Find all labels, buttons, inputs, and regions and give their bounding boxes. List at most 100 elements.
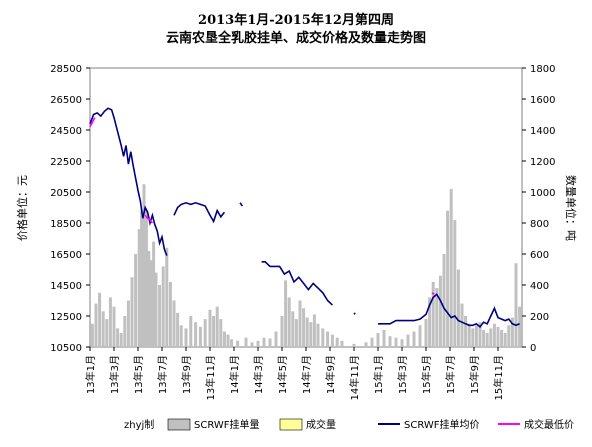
volume-bar: [108, 297, 112, 347]
volume-bar: [244, 337, 248, 347]
volume-bar: [370, 337, 374, 347]
volume-bar: [222, 331, 226, 347]
volume-bar: [326, 331, 330, 347]
legend-label: 成交最低价: [524, 418, 574, 431]
x-tick-label: 13年9月: [180, 355, 193, 394]
volume-bar: [507, 325, 511, 347]
average-price-line: [261, 261, 333, 306]
volume-bar: [453, 219, 457, 347]
x-tick-label: 13年1月: [84, 355, 97, 394]
volume-bar: [154, 272, 158, 347]
volume-bar: [230, 339, 234, 347]
volume-bar: [510, 317, 514, 347]
left-axis-label: 价格单位：元: [15, 175, 29, 241]
volume-bar: [152, 241, 156, 347]
volume-bar: [294, 319, 298, 347]
right-axis-label: 数量单位：吨: [564, 175, 578, 241]
volume-bar: [485, 333, 489, 347]
volume-bar: [130, 277, 134, 347]
volume-bar: [105, 319, 109, 347]
volume-bar: [134, 254, 138, 347]
right-tick-label: 600: [530, 250, 549, 261]
volume-bar: [514, 263, 518, 347]
x-tick-label: 14年9月: [324, 355, 337, 394]
x-tick-label: 14年7月: [300, 355, 313, 394]
right-tick-label: 800: [530, 219, 549, 230]
left-tick-label: 18500: [50, 219, 82, 230]
volume-bars: [90, 184, 522, 347]
volume-bar: [340, 340, 344, 347]
volume-bar: [158, 285, 162, 347]
x-tick-label: 13年3月: [108, 355, 121, 394]
volume-bar: [312, 314, 316, 347]
lowest-price-line: [89, 117, 96, 128]
volume-bar: [382, 329, 386, 347]
volume-bar: [256, 340, 260, 347]
volume-bar: [446, 210, 450, 347]
volume-bar: [431, 281, 435, 347]
volume-bar: [467, 323, 471, 347]
volume-bar: [376, 333, 380, 347]
left-tick-label: 14500: [50, 281, 82, 292]
volume-bar: [94, 303, 98, 347]
volume-bar: [268, 338, 272, 347]
average-price-line: [353, 312, 356, 315]
volume-bar: [321, 328, 325, 347]
x-tick-label: 15年9月: [468, 355, 481, 394]
legend: zhyj制 SCRWF挂单量 成交量 SCRWF挂单均价 成交最低价: [124, 418, 574, 431]
right-tick-label: 1200: [530, 157, 555, 168]
volume-bar: [500, 329, 504, 347]
left-tick-label: 24500: [50, 126, 82, 137]
volume-bar: [236, 340, 240, 347]
volume-bar: [518, 306, 522, 347]
volume-bar: [226, 334, 230, 347]
volume-bar: [482, 329, 486, 347]
volume-bar: [478, 322, 482, 347]
x-tick-label: 15年11月: [492, 355, 505, 400]
volume-bar: [489, 328, 493, 347]
volume-bar: [112, 306, 116, 347]
left-axis: 10500 12500 14500 16500 18500 20500 22500 24500…: [50, 64, 90, 354]
volume-bar: [492, 323, 496, 347]
volume-bar: [250, 342, 254, 347]
right-tick-label: 1600: [530, 95, 555, 106]
volume-bar: [137, 229, 141, 347]
volume-bar: [179, 325, 183, 347]
volume-bar: [316, 323, 320, 347]
volume-bar: [203, 319, 207, 347]
volume-bar: [302, 308, 306, 347]
volume-bar: [189, 316, 193, 347]
volume-bar: [208, 309, 212, 347]
x-tick-label: 15年7月: [444, 355, 457, 394]
left-tick-label: 28500: [50, 64, 82, 75]
volume-bar: [400, 339, 404, 347]
volume-bar: [126, 300, 130, 347]
volume-bar: [424, 319, 428, 347]
x-tick-label: 15年5月: [420, 355, 433, 394]
volume-bar: [291, 311, 295, 347]
volume-bar: [142, 184, 146, 347]
legend-swatch: [279, 418, 303, 431]
volume-bar: [147, 250, 151, 347]
right-tick-label: 1400: [530, 126, 555, 137]
footnote: zhyj制: [124, 418, 154, 431]
x-tick-label: 14年1月: [228, 355, 241, 394]
right-axis: 0 200 400 600 800 1000 1200 1400 1600 1800: [522, 64, 555, 354]
left-tick-label: 26500: [50, 95, 82, 106]
volume-bar: [496, 326, 500, 347]
volume-bar: [464, 316, 468, 347]
x-tick-label: 14年5月: [276, 355, 289, 394]
volume-bar: [305, 317, 309, 347]
volume-bar: [406, 334, 410, 347]
volume-bar: [140, 210, 144, 347]
volume-bar: [418, 325, 422, 347]
x-tick-label: 15年3月: [396, 355, 409, 394]
lowest-price-line: [431, 292, 435, 295]
right-tick-label: 0: [530, 343, 536, 354]
left-tick-label: 10500: [50, 343, 82, 354]
volume-bar: [116, 328, 120, 347]
volume-bar: [274, 331, 278, 347]
volume-bar: [144, 210, 148, 347]
volume-bar: [298, 300, 302, 347]
